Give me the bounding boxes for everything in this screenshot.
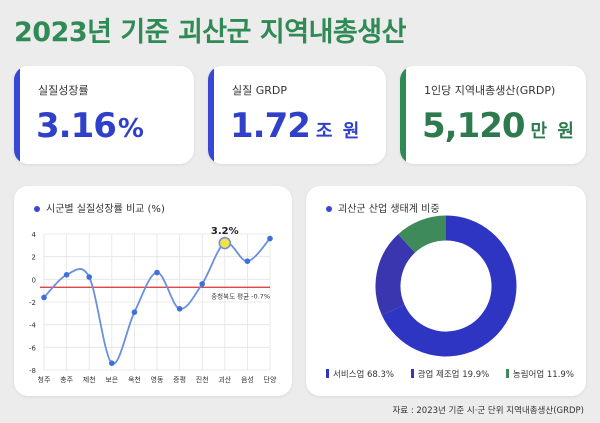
bullet-dot-icon [326, 206, 332, 212]
kpi-label: 실질 GRDP [232, 84, 288, 97]
kpi-unit: 조 원 [315, 121, 362, 142]
y-tick-label: -4 [29, 322, 37, 330]
donut-slice [398, 215, 447, 254]
source-note: 자료 : 2023년 기준 시·군 단위 지역내총생산(GRDP) [392, 406, 584, 416]
donut-slice [381, 215, 517, 357]
highlight-point [218, 236, 232, 250]
legend-swatch [410, 369, 414, 378]
x-tick-label: 단양 [264, 375, 277, 384]
kpi-unit: 만 원 [530, 121, 576, 142]
legend-item-mining-manufacturing: 광업 제조업 19.9% [410, 368, 490, 380]
kpi-label: 실질성장률 [38, 84, 89, 97]
donut-chart-title: 괴산군 산업 생태계 비중 [326, 200, 440, 215]
donut-chart [375, 215, 517, 357]
kpi-card-growth-rate: 실질성장률 3.16% [14, 66, 194, 164]
x-tick-label: 제천 [83, 375, 96, 384]
legend-label: 광업 제조업 19.9% [417, 370, 490, 380]
legend-swatch [326, 369, 329, 378]
x-tick-label: 충주 [60, 375, 73, 384]
bullet-dot-icon [34, 206, 40, 212]
kpi-value: 3.16 [36, 106, 117, 146]
y-tick-label: 2 [32, 254, 36, 262]
legend-item-agriculture: 농림어업 11.9% [505, 368, 574, 380]
data-point [109, 360, 115, 366]
y-tick-label: 4 [32, 231, 37, 239]
kpi-card-real-grdp: 실질 GRDP 1.72 조 원 [208, 66, 386, 164]
average-reference-label: 충청북도 평균 -0.7% [211, 291, 270, 300]
page-title: 2023년 기준 괴산군 지역내총생산 [14, 17, 406, 48]
data-point [131, 309, 138, 315]
x-tick-label: 보은 [105, 376, 118, 384]
data-point [199, 281, 205, 287]
kpi-accent-bar [14, 66, 20, 164]
kpi-value: 5,120 [422, 106, 526, 146]
x-tick-label: 괴산 [218, 375, 231, 384]
data-point [176, 306, 183, 312]
donut-legend: 서비스업 68.3% 광업 제조업 19.9% 농림어업 11.9% [326, 368, 588, 380]
kpi-unit: % [117, 114, 146, 144]
kpi-value-row: 1.72 조 원 [230, 106, 361, 146]
y-tick-label: -6 [29, 344, 37, 352]
y-tick-label: -2 [29, 299, 36, 307]
kpi-value: 1.72 [230, 106, 311, 146]
kpi-label: 1인당 지역내총생산(GRDP) [424, 84, 556, 97]
donut-chart-panel: 괴산군 산업 생태계 비중 서비스업 68.3% 광업 제조업 19.9% 농림… [306, 186, 586, 396]
data-point [63, 272, 70, 278]
x-tick-label: 청주 [38, 376, 51, 384]
line-chart-title: 시군별 실질성장률 비교 (%) [34, 200, 165, 215]
kpi-value-row: 3.16% [36, 106, 146, 146]
donut-chart-title-text: 괴산군 산업 생태계 비중 [338, 204, 440, 215]
legend-swatch [505, 369, 509, 378]
line-chart-title-text: 시군별 실질성장률 비교 (%) [46, 204, 165, 215]
kpi-card-grdp-per-capita: 1인당 지역내총생산(GRDP) 5,120 만 원 [400, 66, 586, 164]
kpi-accent-bar [208, 66, 214, 164]
x-tick-label: 음성 [241, 375, 254, 384]
line-chart-panel: 시군별 실질성장률 비교 (%) 4 2 0 -2 -4 -6 -8 청주 충주 제천 보은 옥천 영동… [14, 186, 292, 396]
kpi-accent-bar [400, 66, 406, 164]
data-point [86, 274, 92, 280]
highlight-data-label: 3.2% [211, 226, 239, 237]
y-tick-label: -8 [29, 367, 36, 375]
donut-slice [375, 234, 416, 316]
legend-label: 서비스업 68.3% [333, 370, 394, 380]
kpi-value-row: 5,120 만 원 [422, 106, 576, 146]
x-tick-label: 옥천 [128, 375, 141, 384]
line-chart: 4 2 0 -2 -4 -6 -8청주 충주 제천 보은 옥천 영동 증평 진천 괴산 음성 단양 충청북도 평균… [29, 226, 277, 384]
legend-label: 농림어업 11.9% [512, 370, 574, 380]
data-point [244, 258, 251, 264]
legend-item-services: 서비스업 68.3% [326, 368, 394, 380]
data-point [41, 294, 47, 301]
x-tick-label: 영동 [151, 375, 164, 384]
y-tick-label: 0 [32, 276, 36, 284]
data-point [154, 269, 160, 276]
data-point [267, 235, 273, 242]
x-tick-label: 증평 [173, 375, 186, 384]
x-tick-label: 진천 [196, 375, 209, 384]
